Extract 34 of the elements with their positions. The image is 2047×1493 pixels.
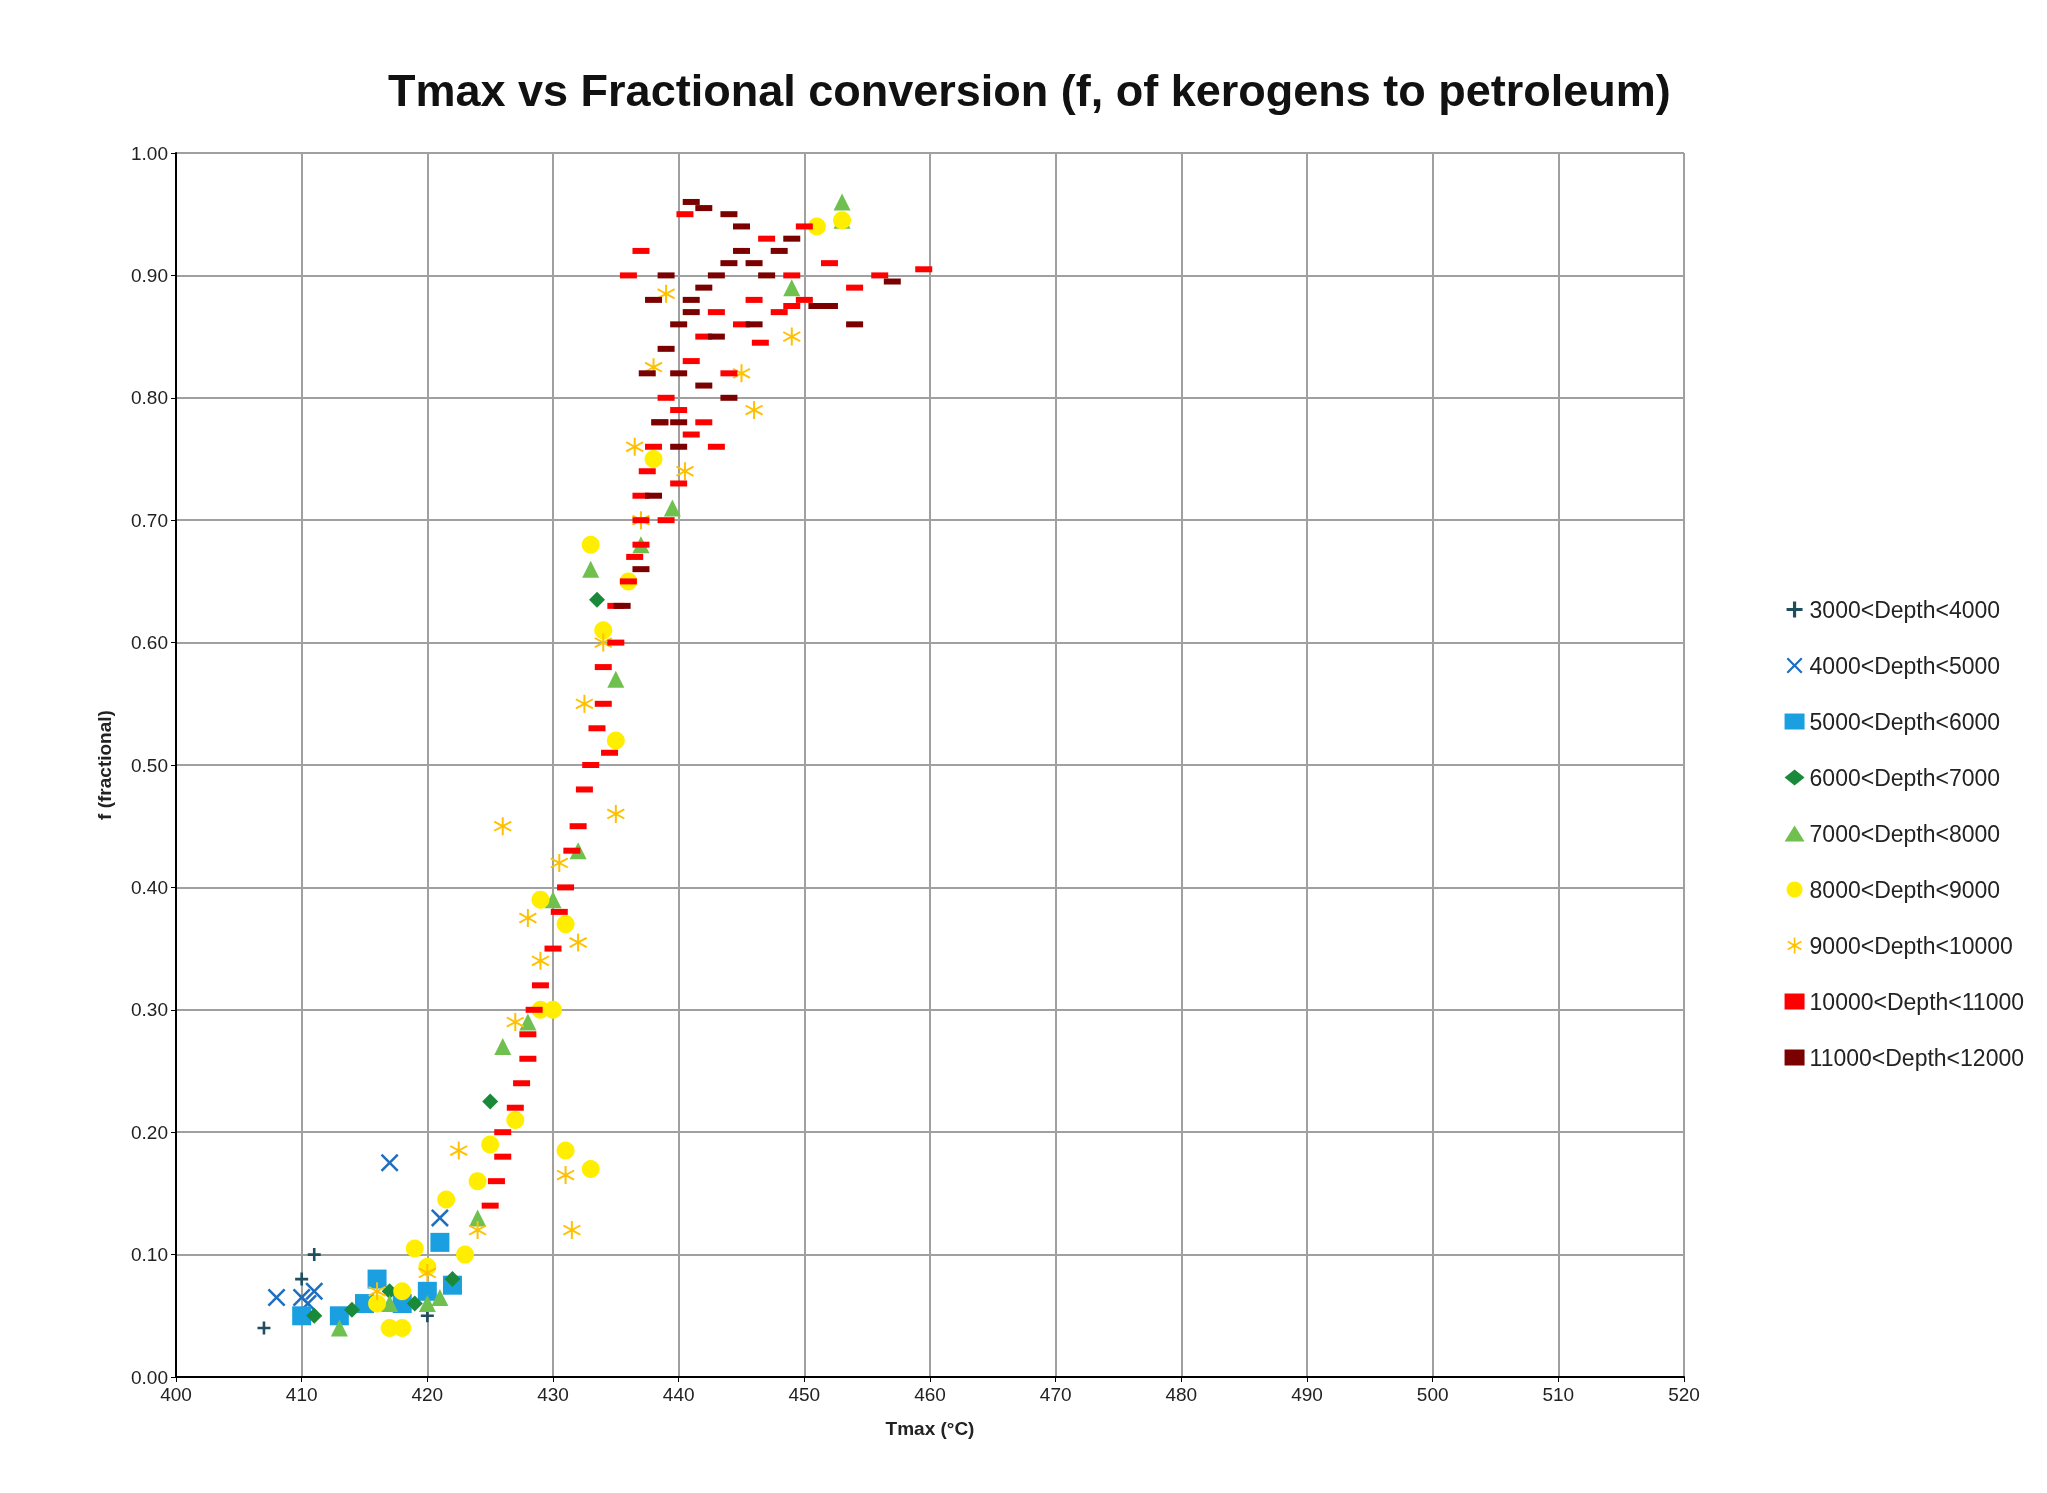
- y-tick-label: 0.20: [131, 1121, 168, 1143]
- legend-label: 4000<Depth<5000: [1809, 652, 2001, 679]
- x-tick-label: 450: [788, 1384, 821, 1405]
- y-tick-label: 1.00: [131, 142, 168, 164]
- legend-label: 6000<Depth<7000: [1809, 764, 2001, 791]
- chart-title: Tmax vs Fractional conversion (f, of kerogens to petroleum): [388, 65, 1671, 116]
- x-tick-label: 460: [914, 1384, 946, 1405]
- x-tick-label: 430: [537, 1384, 569, 1405]
- legend-label: 11000<Depth<12000: [1809, 1044, 2025, 1071]
- y-tick-label: 0.80: [131, 387, 168, 409]
- y-axis-title: f (fractional): [94, 710, 115, 820]
- x-tick-label: 420: [411, 1384, 444, 1405]
- y-tick-label: 0.40: [131, 876, 168, 898]
- legend-label: 9000<Depth<10000: [1809, 932, 2013, 959]
- y-tick-label: 0.50: [131, 754, 168, 776]
- legend-label: 3000<Depth<4000: [1809, 596, 2001, 623]
- x-tick-label: 510: [1542, 1384, 1575, 1405]
- legend-label: 10000<Depth<11000: [1809, 988, 2025, 1015]
- y-tick-label: 0.60: [131, 632, 168, 654]
- y-tick-label: 0.30: [131, 999, 168, 1021]
- legend-label: 8000<Depth<9000: [1809, 876, 2001, 903]
- x-axis-title: Tmax (°C): [885, 1418, 975, 1439]
- x-tick-label: 480: [1165, 1384, 1198, 1405]
- x-tick-label: 470: [1039, 1384, 1072, 1405]
- legend-label: 7000<Depth<8000: [1809, 820, 2001, 847]
- legend-label: 5000<Depth<6000: [1809, 708, 2001, 735]
- y-tick-label: 0.10: [131, 1244, 168, 1266]
- y-tick-label: 0.90: [131, 264, 168, 286]
- x-tick-label: 490: [1291, 1384, 1323, 1405]
- x-tick-label: 410: [285, 1384, 318, 1405]
- x-tick-label: 500: [1416, 1384, 1449, 1405]
- y-tick-label: 0.70: [131, 509, 168, 531]
- x-tick-label: 440: [662, 1384, 695, 1405]
- x-tick-label: 520: [1668, 1384, 1700, 1405]
